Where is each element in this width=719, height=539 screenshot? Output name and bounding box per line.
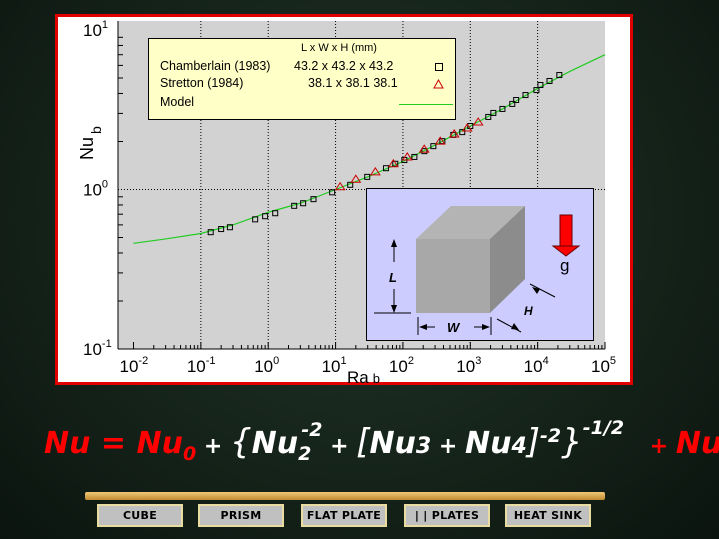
chamberlain-point xyxy=(310,196,317,203)
legend-model: Model xyxy=(160,95,195,109)
ticks xyxy=(118,36,606,349)
eq-close-brace: } xyxy=(561,422,583,462)
stretton-point xyxy=(387,158,399,168)
chamberlain-point xyxy=(490,109,497,116)
stretton-point xyxy=(418,144,430,153)
eq-outer-exponent: -1/2 xyxy=(582,417,625,439)
chamberlain-point xyxy=(347,181,354,188)
x-tick-label: 105 xyxy=(591,355,616,376)
x-axis-label: Ra b xyxy=(347,368,380,387)
chamberlain-point xyxy=(485,113,492,120)
chamberlain-point xyxy=(499,105,506,112)
x-tick-label: 104 xyxy=(524,355,549,376)
width-label: W xyxy=(447,320,461,335)
x-tick-label: 103 xyxy=(456,355,481,376)
data-points xyxy=(207,72,563,236)
eq-inner-exponent: -2 xyxy=(540,425,562,447)
eq-nu3: Nu3 xyxy=(369,426,432,461)
x-tick-label: 10-2 xyxy=(120,355,149,376)
eq-plus: + xyxy=(322,434,357,459)
x-tick-label: 10-1 xyxy=(187,355,216,376)
chamberlain-point xyxy=(522,92,529,99)
chamberlain-point xyxy=(252,216,259,223)
chamberlain-point xyxy=(364,173,371,180)
eq-nu2: Nu2-2 xyxy=(251,419,323,465)
legend-chamberlain: Chamberlain (1983) xyxy=(160,59,271,73)
cube-drawing: L W H g xyxy=(374,206,581,335)
height-label: H xyxy=(524,304,533,318)
chamberlain-point xyxy=(262,213,269,220)
eq-plus: + xyxy=(431,434,465,459)
chamberlain-point xyxy=(329,189,336,196)
x-tick-label: 101 xyxy=(322,355,347,376)
chamberlain-point xyxy=(513,97,520,104)
chamberlain-point xyxy=(509,100,516,107)
heat-sink-button[interactable]: HEAT SINK xyxy=(505,504,591,527)
cube-top-face xyxy=(416,206,525,239)
stretton-point xyxy=(401,152,413,161)
y-tick-labels: 101 100 10-1 xyxy=(83,19,112,359)
eq-plus: + xyxy=(642,434,676,459)
chamberlain-point xyxy=(421,148,428,155)
chamberlain-point xyxy=(291,202,298,209)
chamberlain-point xyxy=(218,226,225,233)
flat-plate-button[interactable]: FLAT PLATE xyxy=(301,504,387,527)
y-tick-label: 10-1 xyxy=(83,338,112,359)
square-marker-icon xyxy=(435,63,443,71)
stretton-point xyxy=(448,129,460,138)
chamberlain-point xyxy=(226,224,233,231)
stretton-point xyxy=(350,174,362,183)
prism-button[interactable]: PRISM xyxy=(198,504,284,527)
eq-close-bracket: ] xyxy=(526,422,541,462)
eq-open-brace: { xyxy=(229,422,252,462)
chamberlain-point xyxy=(533,87,540,94)
x-tick-labels: 10-2 10-1 100 101 102 103 104 105 xyxy=(120,355,617,376)
stretton-point xyxy=(461,123,473,132)
stretton-point xyxy=(472,117,484,126)
cube-diagram: L W H g xyxy=(366,188,594,341)
eq-nu1: Nu1 xyxy=(675,426,719,461)
chamberlain-point xyxy=(411,153,418,160)
legend: L x W x H (mm) Chamberlain (1983) 43.2 x… xyxy=(148,38,456,120)
chamberlain-point xyxy=(556,72,563,79)
eq-nu: Nu xyxy=(44,426,91,461)
chamberlain-point xyxy=(430,143,437,150)
cube-button[interactable]: CUBE xyxy=(97,504,183,527)
eq-nu0: Nu0 xyxy=(136,426,197,465)
triangle-marker-icon xyxy=(433,79,444,89)
eq-plus: + xyxy=(196,434,230,459)
parallel-plates-button[interactable]: | | PLATES xyxy=(404,504,490,527)
chamberlain-point xyxy=(272,210,279,217)
chamberlain-point xyxy=(537,82,544,89)
legend-stretton: Stretton (1984) xyxy=(160,76,244,90)
chamberlain-point xyxy=(459,129,466,136)
y-axis-label: Nub xyxy=(77,126,104,160)
gravity-arrow-icon xyxy=(551,214,581,257)
legend-stretton-dims: 38.1 x 38.1 38.1 xyxy=(308,76,398,90)
eq-equals: = xyxy=(90,426,137,461)
stretton-point xyxy=(369,166,381,176)
eq-nu4: Nu4 xyxy=(465,426,527,461)
cube-front-face xyxy=(416,239,490,313)
stretton-point xyxy=(434,136,446,145)
cube-side-face xyxy=(490,206,525,313)
nusselt-equation: Nu = Nu0 + {Nu2-2 + [Nu3 + Nu4]-2}-1/2 +… xyxy=(44,417,719,465)
chamberlain-point xyxy=(546,77,553,84)
model-line-icon xyxy=(399,104,453,105)
y-tick-label: 100 xyxy=(83,179,108,200)
chamberlain-point xyxy=(382,165,389,172)
gravity-label: g xyxy=(560,256,569,275)
chamberlain-point xyxy=(300,200,307,207)
eq-open-bracket: [ xyxy=(356,422,370,462)
legend-chamberlain-dims: 43.2 x 43.2 x 43.2 xyxy=(294,59,394,73)
divider-bar xyxy=(85,492,605,500)
length-label: L xyxy=(389,270,397,285)
stretton-point xyxy=(334,181,346,191)
y-tick-label: 101 xyxy=(83,19,108,40)
legend-header: L x W x H (mm) xyxy=(301,42,377,54)
model-line xyxy=(133,54,606,244)
x-tick-label: 100 xyxy=(254,355,279,376)
chamberlain-point xyxy=(207,229,214,236)
x-tick-label: 102 xyxy=(389,355,414,376)
